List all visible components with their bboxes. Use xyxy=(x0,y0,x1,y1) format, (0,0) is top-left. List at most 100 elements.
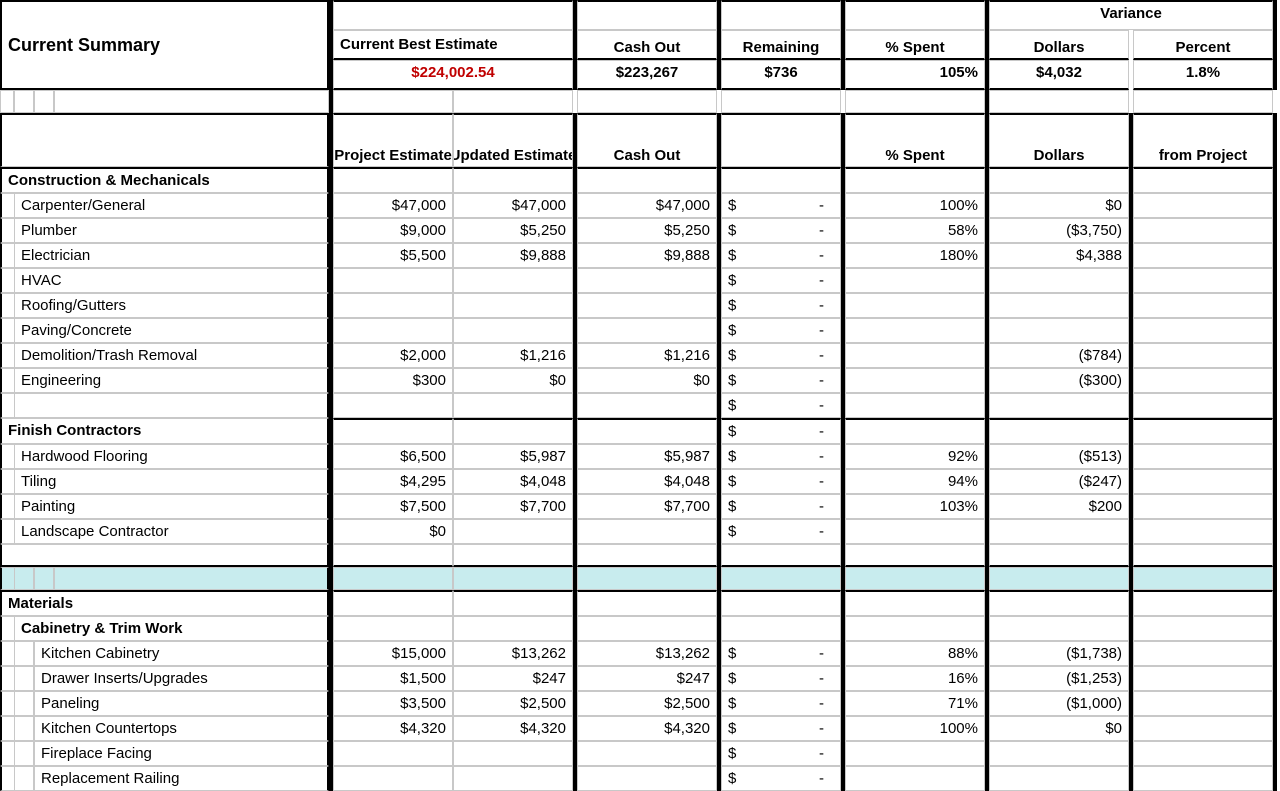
cell-remaining[interactable]: $- xyxy=(721,393,841,418)
cell-upd[interactable]: $13,262 xyxy=(453,641,573,666)
cell-remaining[interactable]: $- xyxy=(721,293,841,318)
cell-remaining[interactable]: $- xyxy=(721,343,841,368)
cell-pct[interactable] xyxy=(845,393,985,418)
cell-remaining[interactable] xyxy=(721,590,841,616)
cell-remaining[interactable]: $- xyxy=(721,218,841,243)
row-label[interactable]: Drawer Inserts/Upgrades xyxy=(34,666,329,691)
cell-dol[interactable]: ($1,000) xyxy=(989,691,1129,716)
cell-upd[interactable]: $2,500 xyxy=(453,691,573,716)
cell-dol[interactable]: $200 xyxy=(989,494,1129,519)
cell-proj[interactable] xyxy=(333,293,453,318)
cell-proj[interactable] xyxy=(333,268,453,293)
cell-remaining[interactable] xyxy=(721,167,841,193)
cell-pct[interactable]: 92% xyxy=(845,444,985,469)
cell-proj[interactable]: $0 xyxy=(333,519,453,544)
cell-upd[interactable]: $5,250 xyxy=(453,218,573,243)
cell-cash[interactable]: $5,987 xyxy=(577,444,717,469)
row-label[interactable]: Demolition/Trash Removal xyxy=(14,343,329,368)
cell-proj[interactable] xyxy=(333,766,453,791)
cell-proj[interactable]: $6,500 xyxy=(333,444,453,469)
cell-dol[interactable] xyxy=(989,268,1129,293)
cell-from[interactable] xyxy=(1133,666,1273,691)
cell-dol[interactable]: ($784) xyxy=(989,343,1129,368)
row-label[interactable]: Painting xyxy=(14,494,329,519)
cell-remaining[interactable]: $- xyxy=(721,193,841,218)
cell-cash[interactable]: $47,000 xyxy=(577,193,717,218)
cell-proj[interactable]: $3,500 xyxy=(333,691,453,716)
row-label[interactable]: Engineering xyxy=(14,368,329,393)
cell-upd[interactable] xyxy=(453,519,573,544)
cell-pct[interactable]: 103% xyxy=(845,494,985,519)
cell-cash[interactable] xyxy=(577,318,717,343)
cell-upd[interactable]: $9,888 xyxy=(453,243,573,268)
cell-remaining[interactable]: $- xyxy=(721,368,841,393)
cell-from[interactable] xyxy=(1133,368,1273,393)
cell-upd[interactable]: $0 xyxy=(453,368,573,393)
cell-cash[interactable] xyxy=(577,393,717,418)
cell-cash[interactable]: $5,250 xyxy=(577,218,717,243)
cell-proj[interactable]: $1,500 xyxy=(333,666,453,691)
cell-pct[interactable]: 180% xyxy=(845,243,985,268)
cell-dol[interactable]: $0 xyxy=(989,716,1129,741)
cell-remaining[interactable]: $- xyxy=(721,766,841,791)
cell-upd[interactable]: $247 xyxy=(453,666,573,691)
cell-proj[interactable]: $4,320 xyxy=(333,716,453,741)
row-label[interactable]: Landscape Contractor xyxy=(14,519,329,544)
cell-upd[interactable]: $4,048 xyxy=(453,469,573,494)
cell-upd[interactable]: $4,320 xyxy=(453,716,573,741)
cell-remaining[interactable]: $- xyxy=(721,494,841,519)
cell-upd[interactable] xyxy=(453,741,573,766)
cell-from[interactable] xyxy=(1133,243,1273,268)
cell-from[interactable] xyxy=(1133,766,1273,791)
cell-upd[interactable] xyxy=(453,293,573,318)
cell-pct[interactable]: 58% xyxy=(845,218,985,243)
cell-upd[interactable]: $7,700 xyxy=(453,494,573,519)
cell-from[interactable] xyxy=(1133,691,1273,716)
row-label[interactable]: Roofing/Gutters xyxy=(14,293,329,318)
cell-remaining[interactable]: $- xyxy=(721,418,841,444)
cell-dol[interactable] xyxy=(989,318,1129,343)
cell-remaining[interactable]: $- xyxy=(721,716,841,741)
cell-dol[interactable]: $0 xyxy=(989,193,1129,218)
cell-pct[interactable]: 94% xyxy=(845,469,985,494)
cell-cash[interactable]: $247 xyxy=(577,666,717,691)
cell-remaining[interactable]: $- xyxy=(721,318,841,343)
cell-proj[interactable] xyxy=(333,318,453,343)
cell-proj[interactable] xyxy=(333,393,453,418)
cell-remaining[interactable] xyxy=(721,616,841,641)
cell-dol[interactable] xyxy=(989,519,1129,544)
cell-from[interactable] xyxy=(1133,343,1273,368)
cell-remaining[interactable]: $- xyxy=(721,641,841,666)
row-label[interactable]: Kitchen Cabinetry xyxy=(34,641,329,666)
row-label[interactable]: Replacement Railing xyxy=(34,766,329,791)
cell-pct[interactable] xyxy=(845,293,985,318)
row-label[interactable]: Fireplace Facing xyxy=(34,741,329,766)
cell-cash[interactable] xyxy=(577,741,717,766)
cell-cash[interactable]: $0 xyxy=(577,368,717,393)
cell-from[interactable] xyxy=(1133,393,1273,418)
cell-pct[interactable] xyxy=(845,343,985,368)
cell-proj[interactable]: $47,000 xyxy=(333,193,453,218)
cell-upd[interactable] xyxy=(453,393,573,418)
cell-from[interactable] xyxy=(1133,494,1273,519)
cell-pct[interactable] xyxy=(845,519,985,544)
row-label[interactable]: Kitchen Countertops xyxy=(34,716,329,741)
cell-pct[interactable] xyxy=(845,318,985,343)
cell-remaining[interactable] xyxy=(721,544,841,567)
cell-from[interactable] xyxy=(1133,469,1273,494)
row-label[interactable]: Carpenter/General xyxy=(14,193,329,218)
cell-upd[interactable] xyxy=(453,766,573,791)
cell-dol[interactable]: ($300) xyxy=(989,368,1129,393)
cell-cash[interactable]: $4,320 xyxy=(577,716,717,741)
cell-dol[interactable]: ($1,253) xyxy=(989,666,1129,691)
cell-pct[interactable] xyxy=(845,766,985,791)
row-label[interactable]: Cabinetry & Trim Work xyxy=(14,616,329,641)
cell-remaining[interactable]: $- xyxy=(721,268,841,293)
cell-pct[interactable] xyxy=(845,368,985,393)
row-label[interactable] xyxy=(14,393,329,418)
cell-proj[interactable]: $15,000 xyxy=(333,641,453,666)
cell-pct[interactable]: 71% xyxy=(845,691,985,716)
row-label[interactable]: Materials xyxy=(0,590,329,616)
cell-upd[interactable] xyxy=(453,318,573,343)
cell-dol[interactable]: ($247) xyxy=(989,469,1129,494)
